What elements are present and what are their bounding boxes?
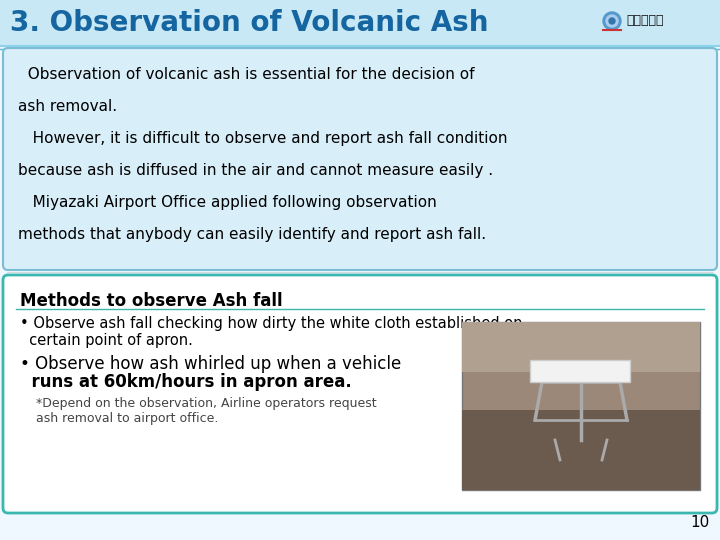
Text: Methods to observe Ash fall: Methods to observe Ash fall: [20, 292, 283, 310]
Text: Miyazaki Airport Office applied following observation: Miyazaki Airport Office applied followin…: [18, 195, 437, 210]
FancyBboxPatch shape: [0, 0, 720, 45]
FancyBboxPatch shape: [3, 275, 717, 513]
Text: ash removal to airport office.: ash removal to airport office.: [28, 412, 218, 425]
FancyBboxPatch shape: [462, 410, 700, 490]
Text: certain point of apron.: certain point of apron.: [20, 333, 193, 348]
FancyBboxPatch shape: [462, 322, 700, 372]
Text: • Observe how ash whirled up when a vehicle: • Observe how ash whirled up when a vehi…: [20, 355, 401, 373]
Text: • Observe ash fall checking how dirty the white cloth established on: • Observe ash fall checking how dirty th…: [20, 316, 523, 331]
Text: because ash is diffused in the air and cannot measure easily .: because ash is diffused in the air and c…: [18, 163, 493, 178]
Text: 10: 10: [690, 515, 710, 530]
Text: *Depend on the observation, Airline operators request: *Depend on the observation, Airline oper…: [28, 397, 377, 410]
Circle shape: [603, 12, 621, 30]
Text: methods that anybody can easily identify and report ash fall.: methods that anybody can easily identify…: [18, 227, 486, 242]
FancyBboxPatch shape: [3, 48, 717, 270]
Text: However, it is difficult to observe and report ash fall condition: However, it is difficult to observe and …: [18, 131, 508, 146]
Circle shape: [606, 15, 618, 27]
Text: runs at 60km/hours in apron area.: runs at 60km/hours in apron area.: [20, 373, 352, 391]
FancyBboxPatch shape: [462, 322, 700, 490]
FancyBboxPatch shape: [530, 360, 630, 382]
Text: ash removal.: ash removal.: [18, 99, 117, 114]
Text: 国土交通省: 国土交通省: [626, 15, 664, 28]
Text: Observation of volcanic ash is essential for the decision of: Observation of volcanic ash is essential…: [18, 67, 474, 82]
Text: 3. Observation of Volcanic Ash: 3. Observation of Volcanic Ash: [10, 9, 488, 37]
Circle shape: [609, 18, 615, 24]
